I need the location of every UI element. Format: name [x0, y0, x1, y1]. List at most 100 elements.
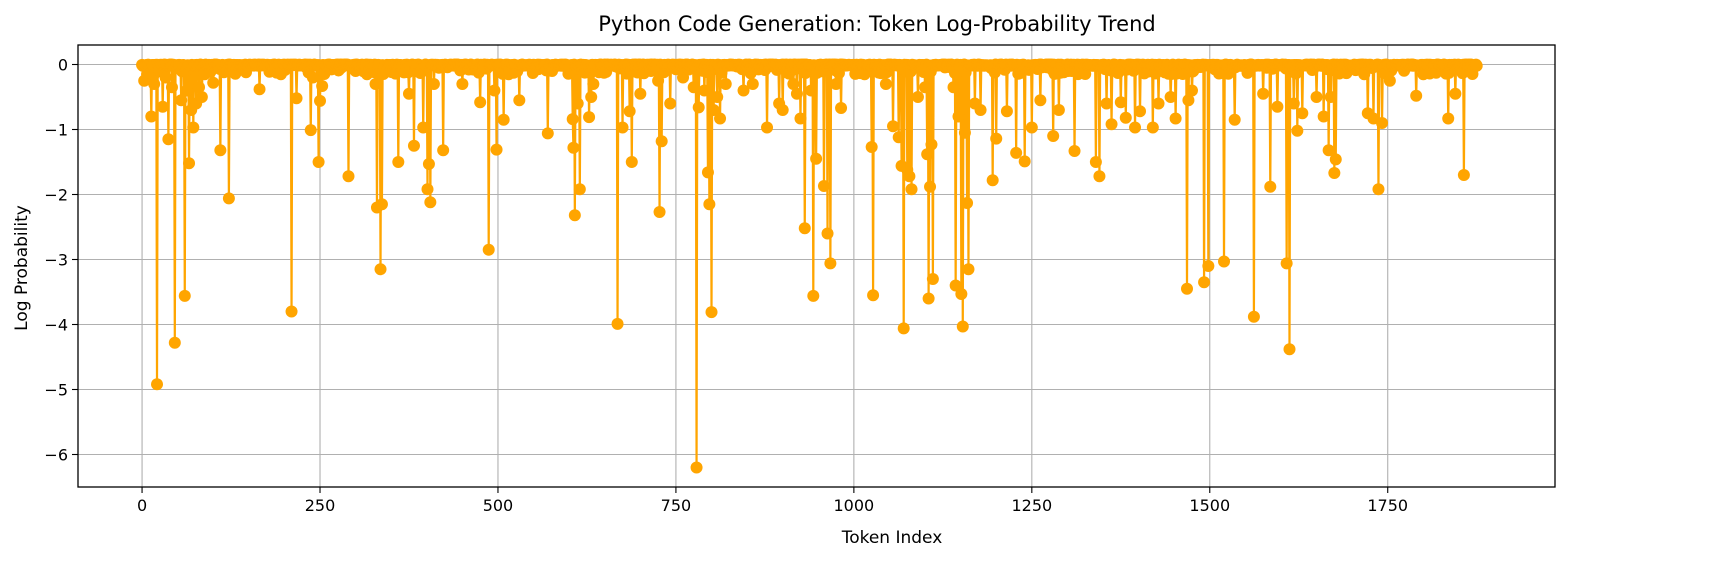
y-tick-label: −3 — [44, 251, 68, 270]
data-point — [1271, 100, 1284, 113]
data-point — [956, 320, 969, 333]
data-point — [1322, 144, 1335, 157]
chart-title: Python Code Generation: Token Log-Probab… — [598, 12, 1155, 36]
data-point — [990, 132, 1003, 145]
data-point — [316, 79, 329, 92]
data-point — [1164, 91, 1177, 103]
data-point — [148, 78, 161, 90]
x-tick-label: 1750 — [1367, 496, 1408, 515]
data-point — [776, 104, 789, 116]
data-point — [1328, 167, 1341, 180]
data-point — [867, 289, 880, 302]
data-point — [1119, 111, 1132, 124]
data-point — [737, 84, 750, 97]
data-point — [810, 152, 823, 165]
data-point — [183, 157, 196, 170]
data-point — [892, 131, 905, 144]
data-point — [1280, 257, 1293, 270]
data-point — [424, 196, 437, 209]
y-axis-label: Log Probability — [12, 205, 32, 331]
data-point — [974, 104, 987, 116]
data-point — [887, 120, 900, 133]
data-point — [1296, 107, 1309, 120]
data-point — [1218, 255, 1231, 268]
data-point — [306, 71, 319, 84]
data-point — [437, 144, 450, 157]
data-point — [1470, 59, 1483, 72]
data-point — [919, 81, 932, 94]
data-point — [1329, 153, 1342, 166]
data-point — [690, 461, 703, 474]
data-point — [1317, 110, 1330, 123]
data-point — [402, 87, 415, 100]
data-point — [587, 78, 600, 90]
data-point — [375, 198, 388, 211]
data-point — [911, 91, 924, 103]
data-point — [1291, 124, 1304, 137]
data-point — [897, 322, 910, 335]
data-point — [421, 183, 434, 196]
data-point — [701, 166, 714, 179]
data-point — [304, 124, 317, 137]
data-point — [168, 336, 181, 349]
data-point — [821, 227, 834, 240]
data-point — [187, 121, 200, 134]
data-point — [1152, 97, 1165, 110]
y-tick-label: −1 — [44, 121, 68, 140]
data-point — [513, 94, 526, 107]
data-point — [746, 78, 759, 90]
data-point — [952, 110, 965, 123]
data-point — [925, 138, 938, 151]
plot-frame — [77, 44, 1556, 488]
x-tick-label: 250 — [305, 496, 336, 515]
data-point — [207, 76, 220, 89]
data-point — [1134, 105, 1147, 118]
data-point — [1100, 97, 1113, 110]
data-point — [719, 78, 732, 90]
data-point — [922, 292, 935, 305]
data-point — [949, 279, 962, 292]
data-point — [392, 156, 405, 168]
data-point — [692, 101, 705, 114]
data-point — [145, 110, 158, 123]
data-point — [427, 78, 440, 90]
data-point — [955, 287, 968, 300]
data-point — [1018, 155, 1031, 168]
data-point — [1228, 113, 1241, 126]
data-series — [136, 58, 1483, 474]
data-point — [567, 141, 580, 154]
data-point — [787, 78, 800, 90]
data-point — [807, 289, 820, 302]
data-point — [1264, 180, 1277, 193]
data-point — [879, 78, 892, 90]
y-tick-label: −4 — [44, 316, 68, 335]
data-point — [962, 263, 975, 276]
data-point — [1283, 343, 1296, 356]
data-point — [490, 143, 503, 156]
data-point — [947, 81, 960, 94]
data-point — [634, 87, 647, 100]
data-point — [805, 84, 818, 97]
data-point — [794, 112, 807, 125]
data-point — [290, 92, 303, 105]
data-point — [1376, 117, 1389, 129]
data-point — [1181, 282, 1193, 295]
data-point — [342, 170, 355, 183]
x-tick-label: 1250 — [1011, 496, 1052, 515]
data-point — [1089, 156, 1102, 168]
data-point — [1442, 112, 1455, 125]
data-point — [566, 113, 579, 126]
series-line — [141, 63, 1478, 469]
data-point — [905, 183, 918, 196]
data-point — [1324, 91, 1337, 103]
x-tick-label: 1500 — [1189, 496, 1230, 515]
data-point — [571, 97, 584, 110]
data-point — [830, 78, 843, 90]
data-point — [655, 135, 668, 148]
data-point — [903, 170, 916, 183]
data-point — [1000, 105, 1013, 118]
data-point — [195, 91, 208, 103]
y-tick-label: −5 — [44, 381, 68, 400]
data-point — [1198, 276, 1211, 289]
data-point — [482, 243, 495, 256]
